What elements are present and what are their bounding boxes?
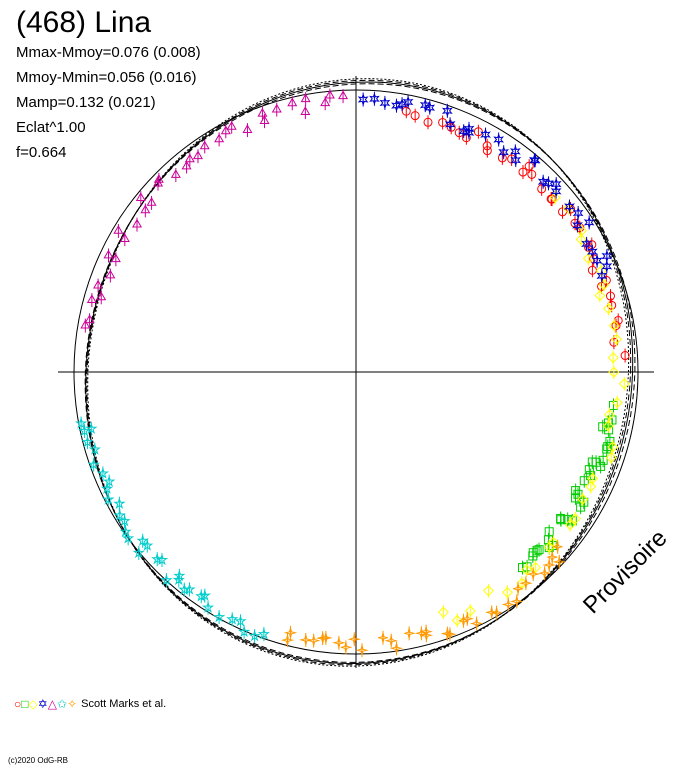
stat-mamp: Mamp=0.132 (0.021) [16,94,156,111]
legend-symbol: ✩ [57,697,68,711]
legend-symbol: ✧ [67,697,78,711]
object-title: (468) Lina [16,6,152,39]
reference-circle [73,89,639,655]
legend-symbol: △ [47,697,58,711]
fit-curve-lower [84,83,636,663]
credit-text: (c)2020 OdG-RB [8,756,69,765]
fit-curve-envelope [87,78,630,667]
axes [58,76,654,668]
legend: ○□◇✡△✩✧ Scott Marks et al. [14,697,166,711]
legend-label: Scott Marks et al. [81,698,167,710]
fit-curves [73,78,639,667]
fit-curve-upper [86,79,632,666]
legend-symbol: ✡ [37,697,48,711]
stat-eclat: Eclat^1.00 [16,119,86,136]
legend-symbols: ○□◇✡△✩✧ [14,697,77,711]
stat-mmax-mmoy: Mmax-Mmoy=0.076 (0.008) [16,44,201,61]
legend-symbol: ◇ [28,697,38,711]
legend-symbol: □ [21,697,29,711]
stat-mmoy-mmin: Mmoy-Mmin=0.056 (0.016) [16,69,197,86]
data-points [75,88,630,658]
legend-symbol: ○ [14,697,22,711]
stat-f: f=0.664 [16,144,67,161]
